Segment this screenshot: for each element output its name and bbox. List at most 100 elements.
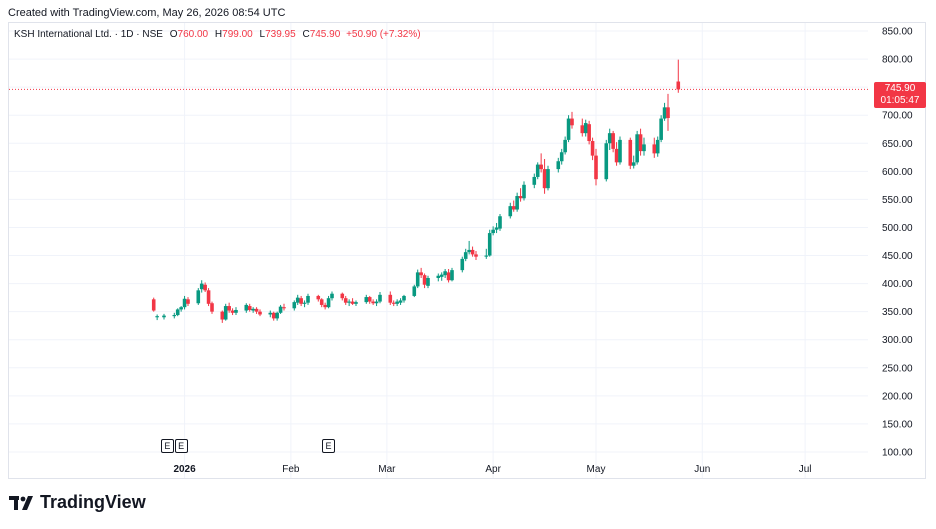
candle[interactable] — [494, 222, 499, 234]
candle[interactable] — [676, 59, 681, 93]
candle[interactable] — [210, 301, 214, 314]
candle[interactable] — [419, 267, 423, 278]
candle[interactable] — [326, 295, 331, 309]
candle[interactable] — [395, 299, 399, 307]
candle[interactable] — [470, 246, 475, 257]
candle[interactable] — [508, 202, 513, 219]
candle[interactable] — [659, 115, 663, 143]
candle[interactable] — [155, 314, 159, 321]
candle[interactable] — [172, 312, 177, 319]
candle[interactable] — [594, 148, 598, 186]
candle[interactable] — [388, 291, 393, 305]
candle[interactable] — [426, 275, 430, 289]
candle[interactable] — [542, 158, 547, 194]
candle[interactable] — [539, 153, 543, 173]
candle[interactable] — [199, 280, 204, 293]
candle[interactable] — [354, 300, 358, 307]
candle[interactable] — [299, 295, 303, 307]
candle[interactable] — [614, 142, 619, 166]
candle[interactable] — [446, 269, 451, 283]
candle[interactable] — [652, 137, 657, 158]
candle[interactable] — [559, 148, 564, 165]
tradingview-brand[interactable]: TradingView — [9, 492, 146, 513]
candle[interactable] — [522, 181, 526, 201]
candle[interactable] — [583, 119, 588, 137]
candle[interactable] — [402, 294, 406, 303]
candle[interactable] — [254, 307, 259, 314]
candle[interactable] — [563, 136, 567, 155]
candle[interactable] — [220, 310, 225, 323]
candle[interactable] — [631, 155, 636, 169]
candle[interactable] — [443, 269, 447, 278]
candle[interactable] — [655, 136, 660, 157]
candle[interactable] — [258, 309, 262, 317]
candle[interactable] — [463, 248, 468, 262]
candle[interactable] — [546, 165, 550, 191]
candle[interactable] — [227, 302, 231, 313]
candle[interactable] — [570, 111, 574, 129]
candle[interactable] — [364, 294, 369, 304]
candle[interactable] — [316, 294, 321, 302]
candle[interactable] — [151, 297, 156, 312]
candle[interactable] — [474, 251, 478, 261]
candle[interactable] — [491, 226, 495, 236]
candle[interactable] — [302, 300, 307, 308]
candle[interactable] — [367, 295, 372, 304]
candle[interactable] — [642, 137, 646, 156]
candle[interactable] — [460, 256, 465, 273]
candle[interactable] — [635, 130, 639, 165]
candle[interactable] — [343, 295, 348, 305]
candle[interactable] — [244, 303, 249, 313]
candle[interactable] — [666, 93, 670, 131]
candle[interactable] — [251, 307, 255, 313]
candle[interactable] — [306, 293, 310, 305]
candle[interactable] — [371, 299, 375, 305]
candle[interactable] — [498, 213, 502, 231]
candle[interactable] — [268, 310, 273, 318]
candle[interactable] — [391, 300, 396, 307]
candle[interactable] — [350, 298, 355, 305]
candle[interactable] — [347, 299, 351, 307]
candle[interactable] — [638, 128, 643, 156]
candle[interactable] — [604, 139, 609, 182]
candle[interactable] — [535, 162, 540, 180]
candle[interactable] — [415, 269, 420, 289]
candle[interactable] — [467, 240, 471, 255]
candle[interactable] — [590, 137, 595, 161]
candle[interactable] — [282, 303, 286, 311]
candle[interactable] — [580, 118, 585, 137]
candle[interactable] — [203, 282, 207, 293]
earnings-marker[interactable]: E — [174, 439, 188, 453]
candle[interactable] — [398, 298, 403, 305]
candle[interactable] — [247, 303, 252, 312]
candle[interactable] — [223, 303, 228, 321]
candle[interactable] — [662, 102, 667, 121]
candle[interactable] — [323, 302, 327, 310]
candle[interactable] — [206, 288, 211, 307]
candle[interactable] — [271, 311, 276, 321]
candle[interactable] — [515, 192, 519, 212]
candle[interactable] — [628, 137, 633, 170]
candle[interactable] — [175, 308, 180, 317]
candle[interactable] — [278, 304, 283, 314]
candle[interactable] — [607, 128, 612, 151]
candle[interactable] — [292, 300, 297, 311]
candle[interactable] — [340, 292, 345, 301]
candle[interactable] — [618, 136, 622, 165]
candle[interactable] — [556, 157, 561, 173]
candle[interactable] — [422, 273, 427, 289]
candle[interactable] — [186, 297, 190, 307]
candle[interactable] — [511, 200, 516, 212]
candle[interactable] — [566, 115, 571, 143]
candle[interactable] — [179, 306, 183, 312]
earnings-marker[interactable]: E — [322, 439, 336, 453]
candle[interactable] — [412, 284, 417, 298]
candle[interactable] — [196, 288, 201, 305]
candle[interactable] — [374, 299, 379, 307]
candle[interactable] — [436, 273, 441, 282]
candle[interactable] — [532, 173, 537, 189]
candle[interactable] — [378, 292, 382, 304]
candle[interactable] — [330, 291, 334, 301]
candle[interactable] — [439, 272, 444, 281]
